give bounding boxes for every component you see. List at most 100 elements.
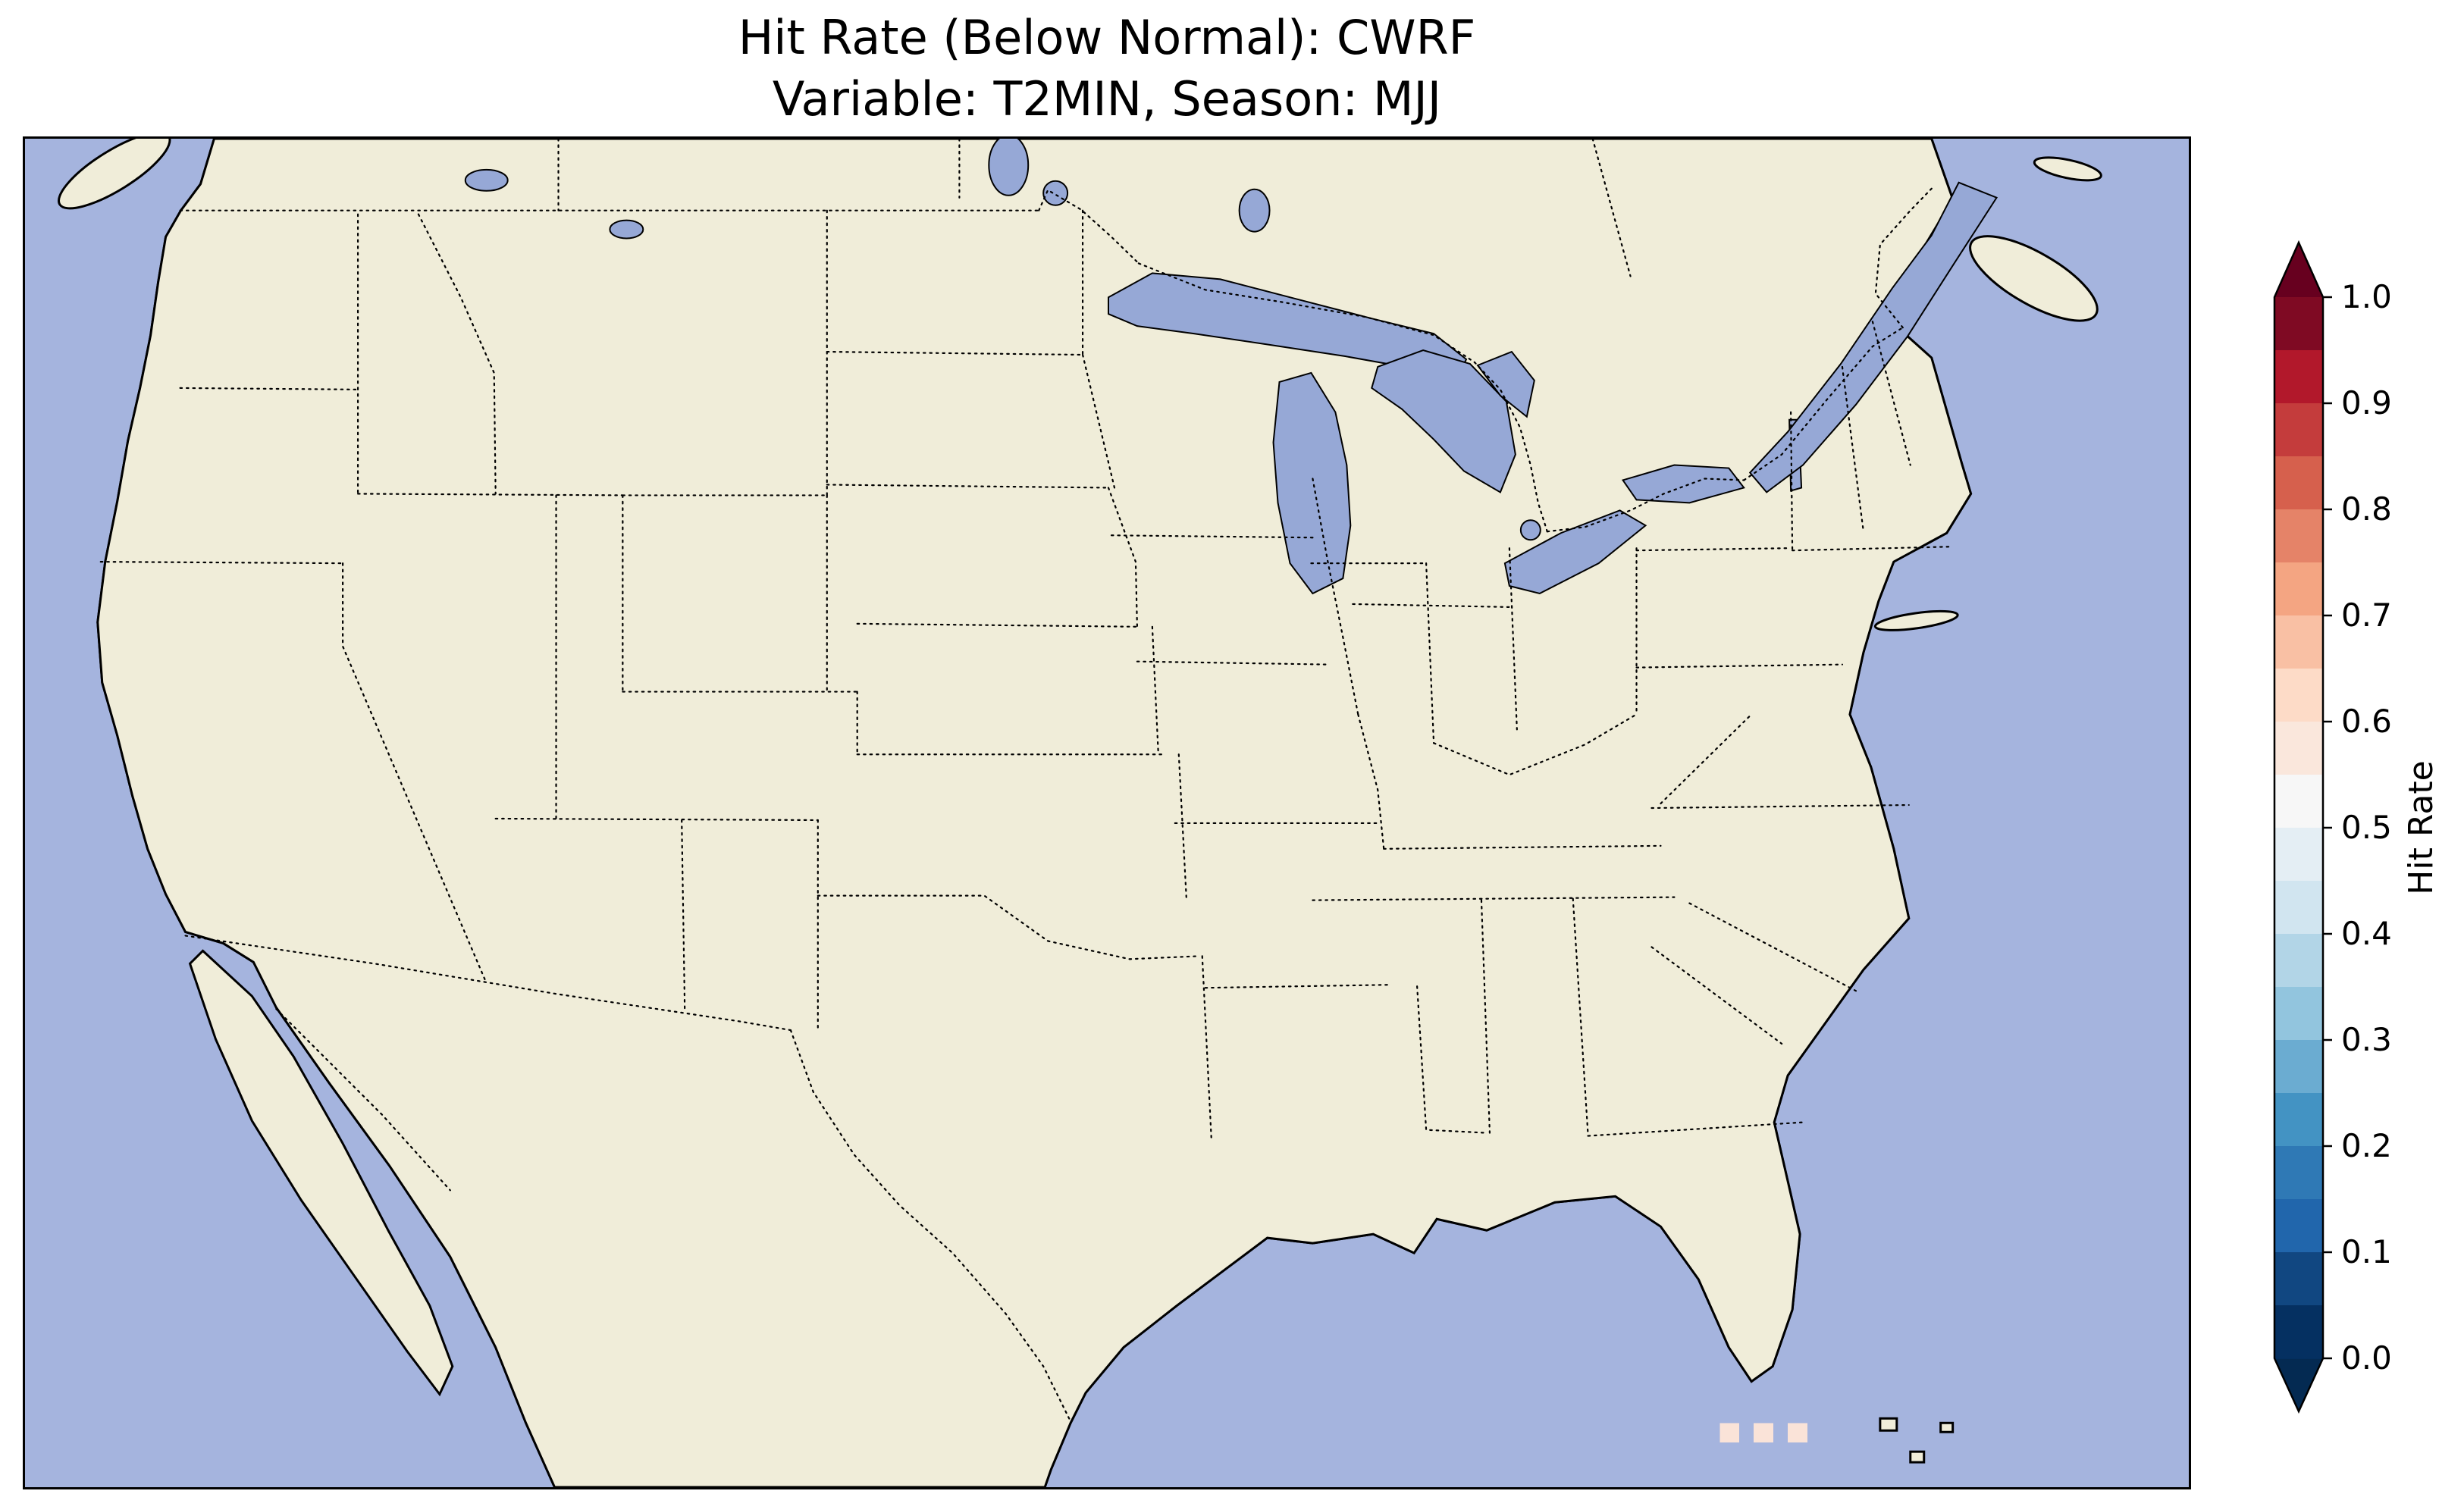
- colorbar-segment: [2274, 1199, 2323, 1253]
- vancouver-island: [58, 139, 171, 210]
- border-line: [789, 1029, 1072, 1423]
- border-line: [1038, 189, 1140, 265]
- lake-st-clair: [1519, 519, 1541, 541]
- chart-title-line1: Hit Rate (Below Normal): CWRF: [738, 10, 1476, 65]
- colorbar-arrow-bottom: [2274, 1358, 2323, 1411]
- border-line: [356, 493, 624, 496]
- lake-nipigon: [1238, 188, 1271, 233]
- bahamas-island-3: [1939, 1421, 1955, 1433]
- colorbar-segment: [2274, 934, 2323, 988]
- lake-huron: [1371, 349, 1516, 493]
- border-line: [1587, 1121, 1804, 1137]
- chart-title-line2: Variable: T2MIN, Season: MJJ: [772, 70, 1442, 127]
- border-line: [99, 561, 344, 565]
- long-island: [1873, 609, 1959, 631]
- baja-peninsula: [188, 949, 454, 1397]
- nova-scotia-island: [1969, 235, 2099, 322]
- colorbar-segment: [2274, 987, 2323, 1041]
- colorbar-ticks: 1.0 0.9 0.8 0.7 0.6 0.5 0.4 0.3 0.2 0.1 0.0: [2323, 278, 2392, 1377]
- colorbar-tick-label: 0.1: [2341, 1233, 2392, 1270]
- border-line: [826, 350, 1084, 356]
- colorbar-tick-label: 0.7: [2341, 597, 2392, 634]
- colorbar-tick-label: 1.0: [2341, 278, 2392, 315]
- border-line: [1107, 487, 1139, 628]
- border-line: [1425, 562, 1435, 744]
- border-line: [1651, 946, 1783, 1045]
- border-line: [184, 935, 792, 1032]
- border-line: [494, 817, 819, 822]
- border-line: [1743, 327, 1904, 481]
- border-line: [1110, 534, 1314, 539]
- colorbar-arrow-top: [2274, 243, 2323, 297]
- st-lawrence-river: [1748, 181, 1998, 493]
- colorbar-tick-label: 0.4: [2341, 915, 2392, 952]
- border-line: [1416, 985, 1488, 1134]
- colorbar-segment: [2274, 881, 2323, 935]
- pink-cell: [1719, 1423, 1740, 1443]
- border-line: [1635, 547, 1791, 552]
- colorbar-segment: [2274, 1040, 2323, 1094]
- lake-erie: [1503, 509, 1647, 595]
- border-line: [1357, 713, 1385, 850]
- border-line: [1792, 546, 1954, 552]
- border-line: [1312, 478, 1359, 716]
- colorbar-segment: [2274, 509, 2323, 563]
- georgian-bay: [1476, 350, 1535, 418]
- lake-ontario: [1621, 464, 1745, 504]
- colorbar-segment: [2274, 722, 2323, 775]
- border-line: [1312, 896, 1676, 901]
- colorbar-tick-label: 0.9: [2341, 384, 2392, 421]
- chart-title: Hit Rate (Below Normal): CWRF Variable: …: [23, 8, 2191, 130]
- border-line: [1651, 803, 1910, 810]
- border-line: [826, 484, 1110, 489]
- colorbar-segment: [2274, 1093, 2323, 1147]
- border-line: [1546, 478, 1745, 533]
- border-line: [342, 562, 487, 985]
- bahamas-island-1: [1879, 1417, 1898, 1432]
- border-line: [1432, 713, 1638, 776]
- colorbar-axis-label: Hit Rate: [2402, 760, 2440, 894]
- colorbar-segment: [2274, 1305, 2323, 1359]
- lake-of-the-woods: [1042, 180, 1069, 206]
- lake-michigan: [1272, 371, 1352, 595]
- colorbar: 1.0 0.9 0.8 0.7 0.6 0.5 0.4 0.3 0.2 0.1 0.0 Hit Ra…: [2244, 220, 2464, 1448]
- great-lakes: [464, 139, 1998, 595]
- border-line: [1151, 625, 1159, 756]
- border-line: [1635, 663, 1844, 669]
- colorbar-segment: [2274, 1252, 2323, 1306]
- border-line: [1572, 897, 1589, 1137]
- colorbar-tick-label: 0.2: [2341, 1127, 2392, 1164]
- anticosti-island: [2033, 156, 2102, 182]
- border-line: [1874, 186, 1934, 329]
- border-line: [1508, 547, 1518, 731]
- florida-keys-pink-cells: [1719, 1423, 1808, 1443]
- colorbar-segments: [2274, 243, 2323, 1411]
- border-line: [1352, 603, 1510, 609]
- border-line: [275, 1008, 451, 1192]
- colorbar-segment: [2274, 1146, 2323, 1200]
- border-line: [1204, 984, 1390, 989]
- colorbar-tick-label: 0.8: [2341, 490, 2392, 528]
- state-and-country-borders: [99, 139, 1954, 1423]
- border-line: [1136, 660, 1329, 666]
- border-line: [1177, 753, 1187, 898]
- colorbar-segment: [2274, 775, 2323, 828]
- colorbar-segment: [2274, 828, 2323, 882]
- colorbar-tick-label: 0.0: [2341, 1339, 2392, 1377]
- colorbar-tick-label: 0.6: [2341, 703, 2392, 740]
- map-svg: [25, 139, 2189, 1487]
- border-line: [856, 622, 1139, 628]
- colorbar-segment: [2274, 562, 2323, 616]
- canada-lake-1: [464, 168, 509, 192]
- border-line: [417, 213, 497, 495]
- border-line: [1201, 955, 1212, 1139]
- colorbar-tick-label: 0.3: [2341, 1021, 2392, 1058]
- colorbar-tick-label: 0.5: [2341, 809, 2392, 846]
- colorbar-segment: [2274, 456, 2323, 510]
- pink-cell: [1788, 1423, 1808, 1443]
- colorbar-segment: [2274, 669, 2323, 722]
- border-line: [1688, 902, 1857, 992]
- border-line: [1660, 713, 1753, 805]
- map-panel: [23, 136, 2191, 1489]
